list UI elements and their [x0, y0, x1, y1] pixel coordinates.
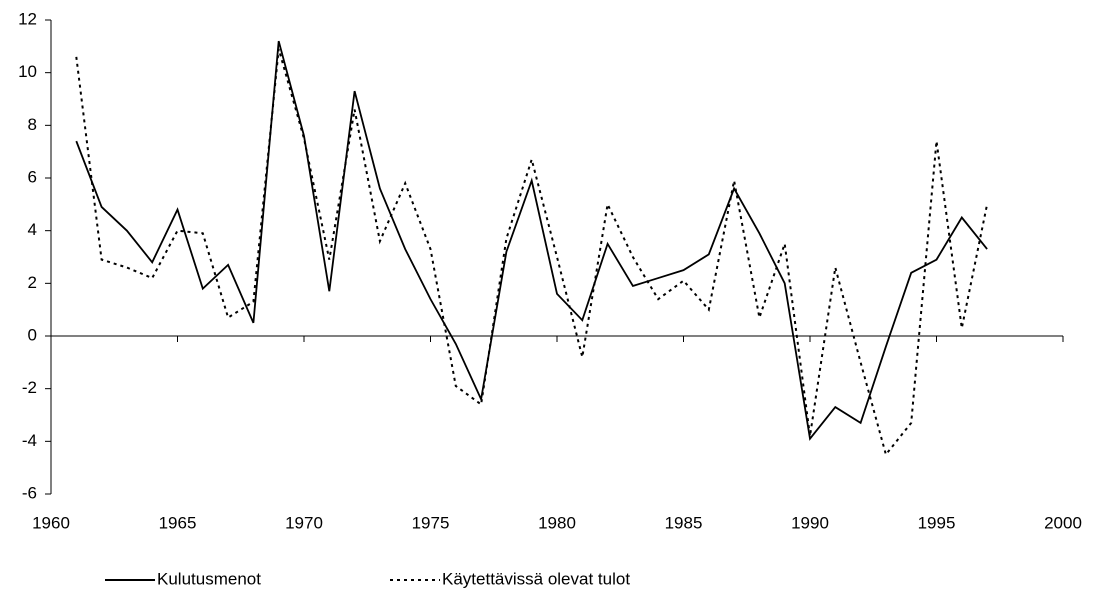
y-tick-label: -6: [22, 483, 37, 502]
legend-label: Kulutusmenot: [157, 569, 261, 588]
y-tick-label: 0: [28, 325, 37, 344]
x-tick-label: 1980: [538, 513, 576, 532]
x-tick-label: 1995: [918, 513, 956, 532]
x-tick-label: 1965: [159, 513, 197, 532]
series-line: [75, 40, 988, 441]
y-tick-label: -2: [22, 378, 37, 397]
x-tick-label: 1985: [665, 513, 703, 532]
y-tick-label: 4: [28, 220, 37, 239]
x-tick-label: 1990: [791, 513, 829, 532]
x-tick-label: 2000: [1044, 513, 1082, 532]
x-tick-label: 1970: [285, 513, 323, 532]
y-tick-label: 2: [28, 273, 37, 292]
legend-label: Käytettävissä olevat tulot: [442, 569, 630, 588]
y-tick-label: 8: [28, 115, 37, 134]
x-tick-label: 1960: [32, 513, 70, 532]
y-tick-label: 6: [28, 167, 37, 186]
y-tick-label: -4: [22, 431, 37, 450]
y-tick-label: 10: [18, 62, 37, 81]
series-line: [75, 48, 989, 457]
y-tick-label: 12: [18, 9, 37, 28]
x-tick-label: 1975: [412, 513, 450, 532]
